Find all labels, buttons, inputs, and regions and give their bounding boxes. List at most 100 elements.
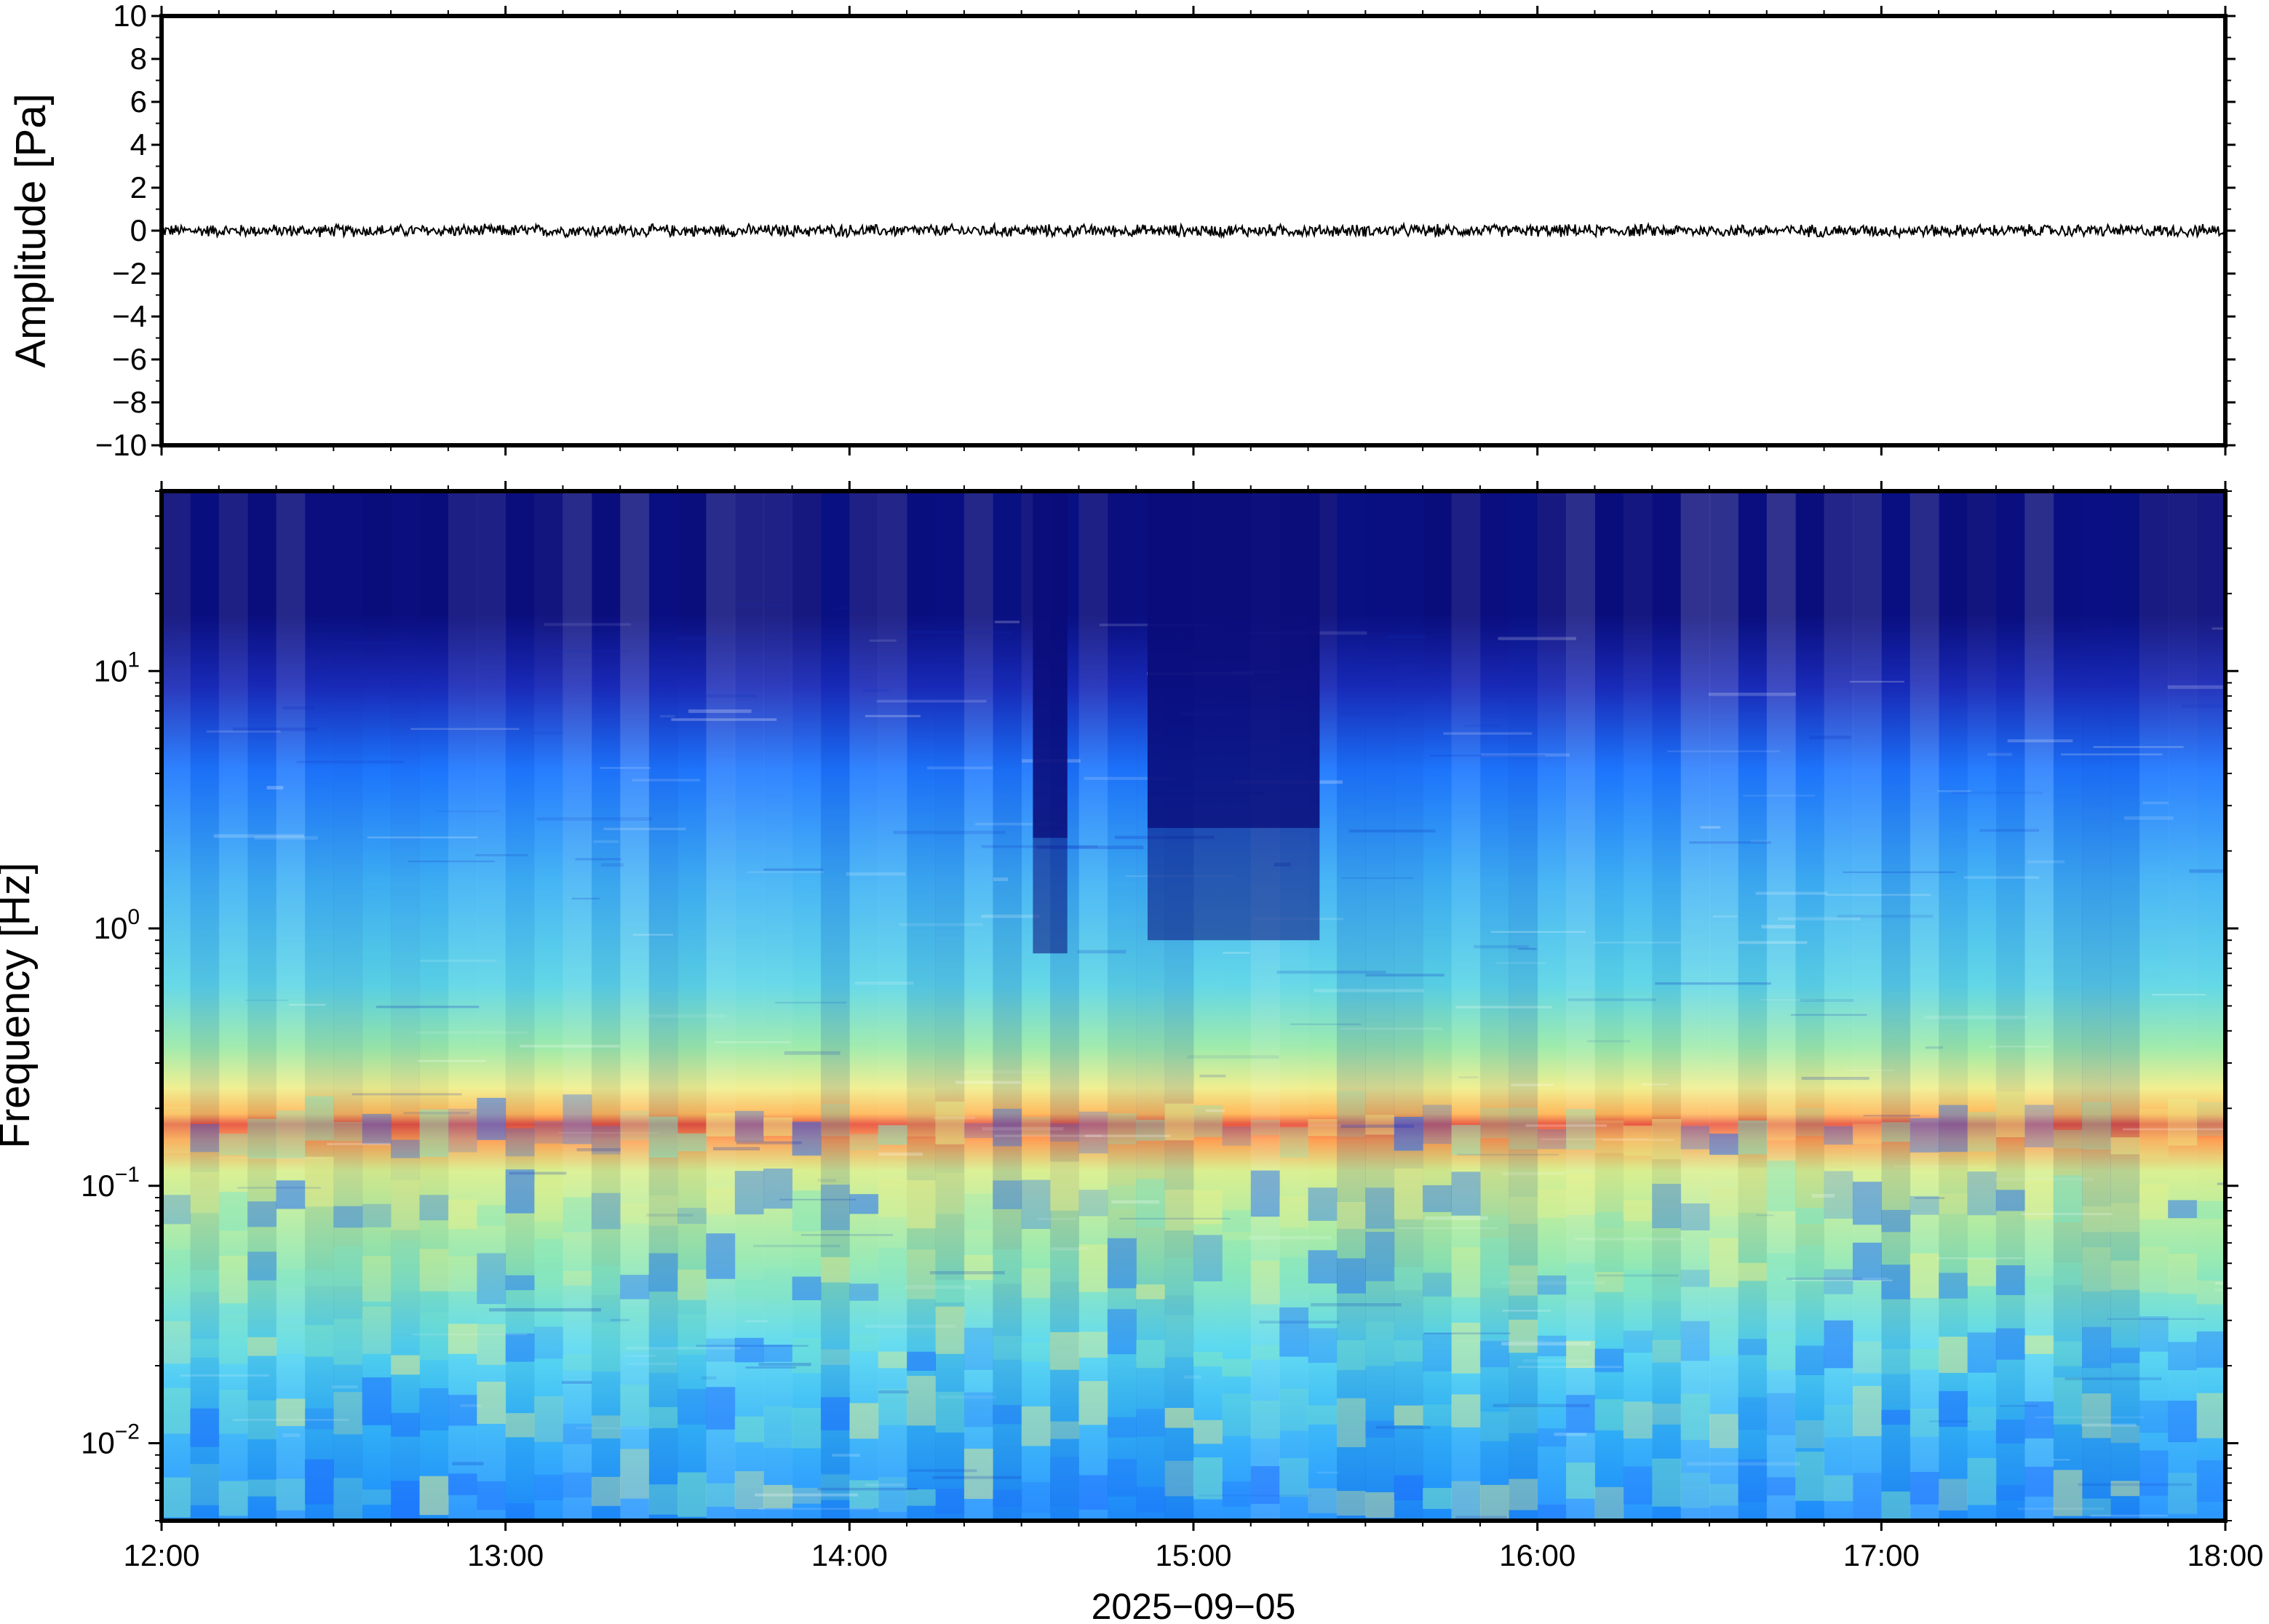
spectrogram-xlabel: 2025−09−05 [1092, 1586, 1296, 1624]
spectrogram-cell [1910, 1472, 1939, 1505]
spectrogram-cell [1623, 1126, 1653, 1156]
spectrogram-cell [1308, 1119, 1338, 1137]
spectrogram-ytick-label: 101 [94, 648, 140, 688]
spectrogram-xtick-label: 14:00 [811, 1538, 888, 1572]
spectrogram-cell [2024, 1401, 2054, 1438]
spectrogram-cell [1107, 1309, 1137, 1355]
spectrogram-cell [391, 1139, 420, 1158]
spectrogram-streak [2142, 801, 2169, 805]
spectrogram-cell [1566, 1263, 1595, 1300]
spectrogram-streak [1597, 1274, 1679, 1277]
spectrogram-column [763, 491, 793, 1521]
spectrogram-streak [1455, 1006, 1552, 1008]
spectrogram-streak [758, 1363, 811, 1366]
spectrogram-cell [820, 1474, 850, 1500]
spectrogram-streak [1811, 1193, 1835, 1198]
spectrogram-cell [1336, 1091, 1366, 1137]
spectrogram-streak [1923, 1015, 2028, 1019]
spectrogram-streak [1340, 712, 1407, 716]
spectrogram-cell [648, 1253, 678, 1292]
spectrogram-cell [1050, 1249, 1079, 1282]
spectrogram-streak [1308, 1123, 1369, 1127]
spectrogram-cell [1078, 1381, 1108, 1425]
spectrogram-streak [846, 872, 906, 876]
spectrogram-cell [563, 1353, 592, 1371]
spectrogram-cell [1050, 1123, 1079, 1142]
spectrogram-streak [1425, 1216, 1488, 1220]
spectrogram-cell [792, 1407, 822, 1449]
spectrogram-cell [391, 1412, 420, 1437]
spectrogram-cell [1623, 1401, 1653, 1439]
spectrogram-cell [1222, 1358, 1252, 1377]
spectrogram-column [648, 491, 678, 1521]
spectrogram-cell [1509, 1107, 1538, 1150]
spectrogram-cell [276, 1110, 306, 1159]
spectrogram-streak [1429, 755, 1546, 757]
spectrogram-streak [408, 860, 496, 863]
spectrogram-cell [1279, 1458, 1309, 1497]
spectrogram-quiet-gaps [1033, 491, 1320, 954]
spectrogram-cell [1222, 1210, 1252, 1233]
spectrogram-cell [2053, 1262, 2083, 1286]
spectrogram-streak [254, 836, 318, 840]
spectrogram-cell [218, 1314, 248, 1364]
spectrogram-gap-core [1147, 491, 1320, 828]
spectrogram-cell [1738, 1459, 1768, 1502]
spectrogram-ylabel: Frequency [Hz] [0, 862, 39, 1148]
spectrogram-cell [677, 1133, 707, 1152]
spectrogram-streak [2090, 1514, 2168, 1517]
spectrogram-cell [648, 1406, 678, 1428]
spectrogram-cell [247, 1479, 277, 1497]
spectrogram-streak [817, 1179, 837, 1182]
spectrogram-cell [333, 1206, 363, 1228]
spectrogram-cell [419, 1476, 449, 1516]
spectrogram-streak [1845, 1069, 1895, 1072]
spectrogram-streak [1786, 1277, 1863, 1280]
spectrogram-cell [448, 1256, 477, 1292]
spectrogram-streak [344, 641, 400, 645]
spectrogram-cell [2139, 1246, 2169, 1293]
spectrogram-cell [1795, 1345, 1825, 1375]
spectrogram-xtick-label: 12:00 [123, 1538, 199, 1572]
spectrogram-cell [534, 1475, 563, 1500]
spectrogram-streak [893, 830, 1006, 835]
spectrogram-cell [563, 1423, 592, 1444]
spectrogram-cell [1709, 1187, 1738, 1217]
spectrogram-cell [963, 1392, 993, 1428]
spectrogram-streak [1554, 1433, 1587, 1436]
spectrogram-column [304, 491, 334, 1521]
spectrogram-streak [1756, 1214, 1774, 1217]
spectrogram-streak [327, 1142, 391, 1145]
spectrogram-cell [1910, 1118, 1939, 1153]
spectrogram-cell [190, 1464, 220, 1505]
spectrogram-streak [755, 1493, 858, 1497]
spectrogram-cell [333, 1392, 363, 1435]
spectrogram-cell [1881, 1265, 1911, 1299]
spectrogram-column [993, 491, 1022, 1521]
spectrogram-cell [1021, 1116, 1051, 1136]
spectrogram-cell [304, 1459, 334, 1505]
spectrogram-streak [775, 1001, 847, 1004]
spectrogram-column [1967, 491, 1997, 1521]
spectrogram-streak [296, 760, 405, 763]
spectrogram-cell [563, 1270, 592, 1286]
waveform-ytick-label: −8 [112, 385, 147, 419]
waveform-ytick-label: 4 [130, 127, 147, 162]
spectrogram-streak [869, 639, 897, 642]
spectrogram-streak [648, 1014, 727, 1018]
spectrogram-streak [963, 1070, 1048, 1074]
spectrogram-streak [1276, 971, 1386, 974]
spectrogram-streak [1987, 752, 2012, 757]
spectrogram-cell [1738, 1167, 1768, 1213]
spectrogram-cell [448, 1108, 477, 1153]
spectrogram-cell [1852, 1182, 1882, 1225]
spectrogram-cell [935, 1488, 965, 1514]
spectrogram-cell [1423, 1404, 1452, 1426]
spectrogram-streak [1348, 829, 1436, 833]
spectrogram-column [2196, 491, 2225, 1521]
spectrogram-cell [1222, 1393, 1252, 1436]
spectrogram-cell [849, 1480, 879, 1508]
spectrogram-cell [1709, 1134, 1738, 1155]
waveform-ytick-label: 10 [113, 0, 147, 33]
spectrogram-cell [1795, 1108, 1825, 1137]
